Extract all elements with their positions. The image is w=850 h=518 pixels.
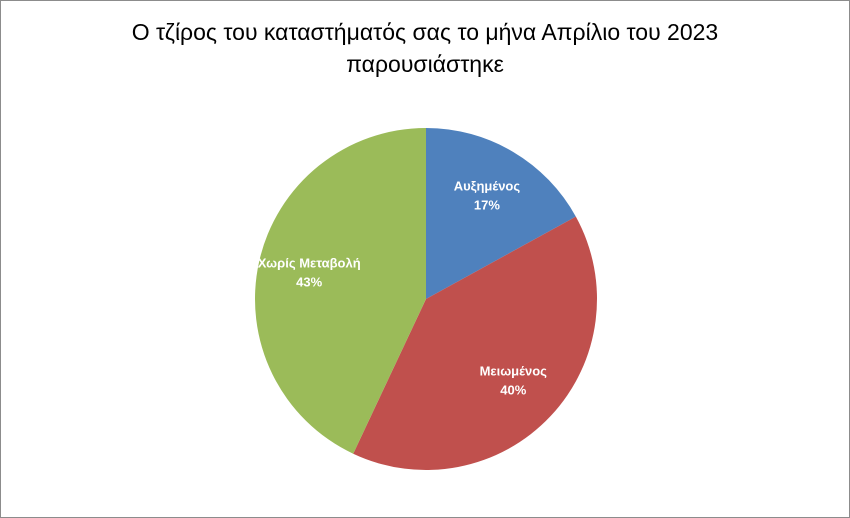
pie-slice <box>426 128 576 299</box>
slice-label: Αυξημένος <box>454 178 521 193</box>
slice-label: Χωρίς Μεταβολή <box>258 255 361 270</box>
slice-value-label: 43% <box>296 274 322 289</box>
chart-title: παρουσιάστηκε <box>346 51 504 77</box>
slice-label: Μειωμένος <box>480 363 548 378</box>
pie-slice <box>255 128 426 454</box>
chart-title: Ο τζίρος του καταστήματός σας το μήνα Απ… <box>132 19 718 45</box>
slice-value-label: 40% <box>500 382 526 397</box>
pie-slice <box>353 216 598 471</box>
slice-value-label: 17% <box>474 197 500 212</box>
